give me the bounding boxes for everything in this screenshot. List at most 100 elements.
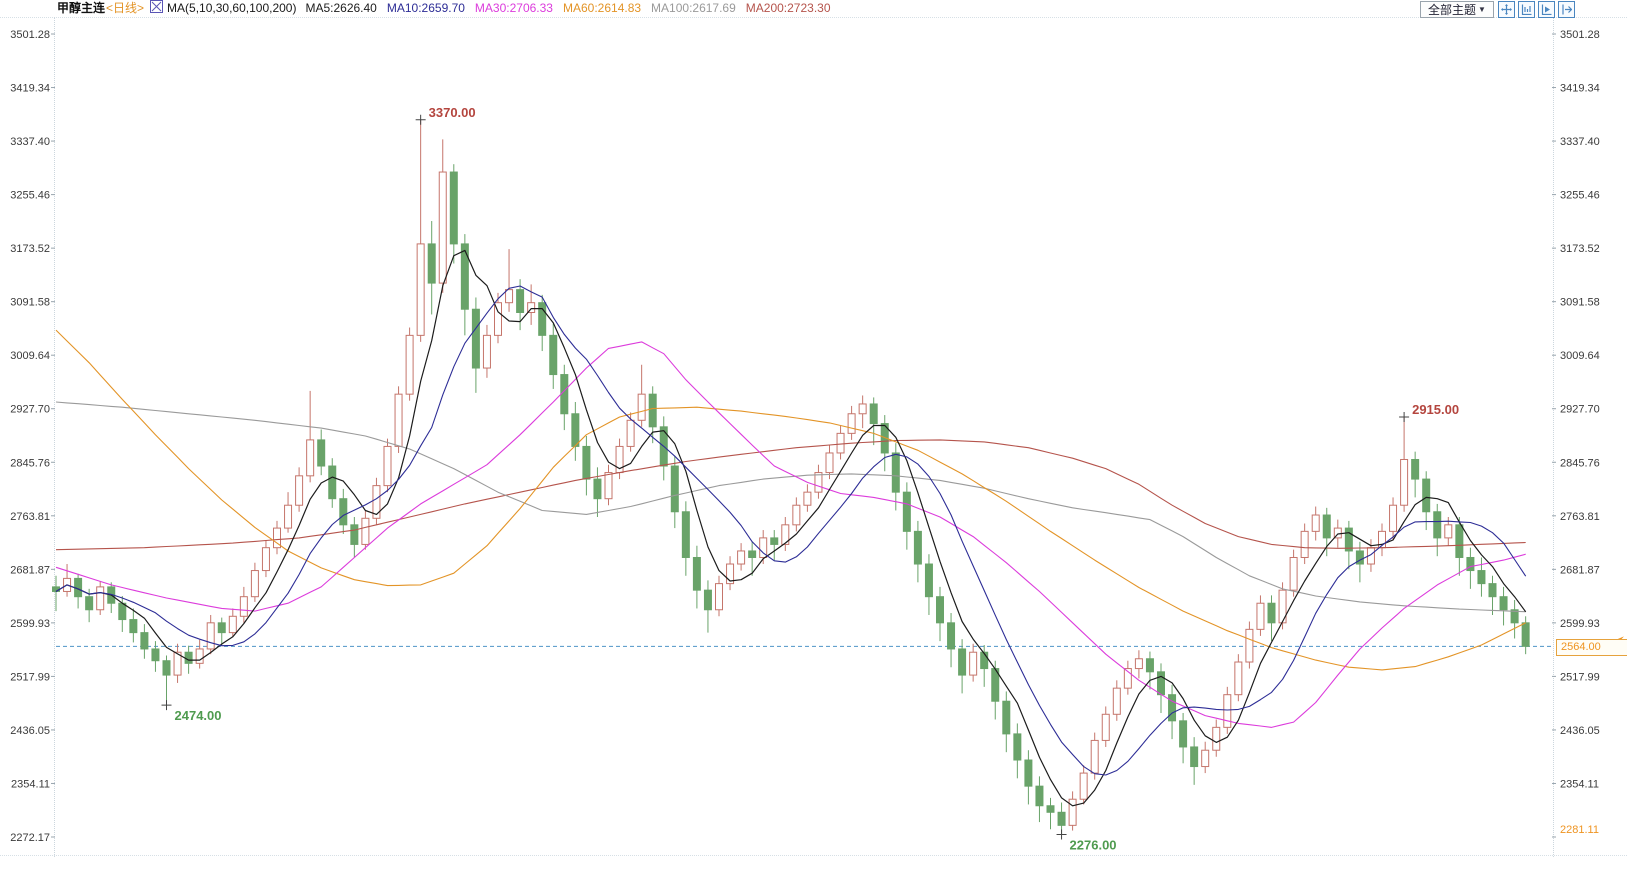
candle-body <box>726 563 735 585</box>
candle-body <box>803 491 812 506</box>
annotation-cross-icon <box>1399 412 1410 423</box>
candle-body <box>814 472 823 493</box>
candle-body <box>482 334 491 369</box>
move-crosshair-icon[interactable] <box>1498 1 1515 18</box>
y-axis-label-left: 3173.52 <box>10 243 50 255</box>
candle-body <box>339 498 348 526</box>
candle-body <box>1433 511 1442 539</box>
candle-body <box>527 302 536 313</box>
candle-body <box>239 596 248 617</box>
ma5-line <box>55 249 1527 807</box>
candle-body <box>184 651 193 664</box>
candle-body <box>1521 622 1530 647</box>
period-label: <日线> <box>106 1 145 15</box>
candle-body <box>273 527 281 549</box>
all-themes-button[interactable]: 全部主题 ▼ <box>1420 1 1494 18</box>
candle-body <box>781 524 790 545</box>
y-axis-label-left: 3009.64 <box>10 350 50 362</box>
axis-scale-icon[interactable] <box>1518 1 1535 18</box>
candle-body <box>383 445 392 487</box>
candle-body <box>1079 772 1088 800</box>
y-axis-label-left: 2681.87 <box>10 564 50 576</box>
annotation-low-label: 2474.00 <box>175 708 222 723</box>
candle-body <box>1024 759 1033 787</box>
candle-body <box>394 393 403 447</box>
candle-body <box>1101 713 1110 741</box>
candle-body <box>1134 658 1143 670</box>
ma30-line <box>55 341 1526 728</box>
candle-body <box>891 452 900 493</box>
candle-body <box>571 413 580 447</box>
ma10-value: MA10:2659.70 <box>386 1 465 15</box>
candle-body <box>52 586 60 592</box>
candle-body <box>770 537 779 545</box>
candle-body <box>1256 602 1265 630</box>
annotation-cross-icon <box>415 114 426 125</box>
y-axis-label-right: 2763.81 <box>1560 511 1600 523</box>
candle-body <box>1013 733 1022 761</box>
ma60-value: MA60:2614.83 <box>562 1 642 15</box>
candle-body <box>748 550 757 558</box>
candle-body <box>924 563 933 598</box>
y-axis-label-right: 2927.70 <box>1560 404 1600 416</box>
candle-body <box>1168 694 1177 722</box>
candle-body <box>1090 739 1099 774</box>
candle-body <box>681 511 690 558</box>
candle-body <box>438 171 447 284</box>
axis-play-icon[interactable] <box>1538 1 1555 18</box>
candle-body <box>737 550 746 565</box>
candle-body <box>129 619 138 634</box>
y-axis-label-left: 3091.58 <box>10 297 50 309</box>
candle-body <box>847 413 856 434</box>
candle-body <box>118 602 127 621</box>
candle-body <box>593 478 602 500</box>
candle-body <box>1400 458 1409 506</box>
candle-body <box>328 465 337 500</box>
candle-body <box>85 596 94 611</box>
ma5-value: MA5:2626.40 <box>305 1 377 15</box>
candle-body <box>1289 556 1298 591</box>
annotation-high-label: 2915.00 <box>1412 402 1459 417</box>
candle-body <box>1300 530 1309 558</box>
candle-body <box>1046 805 1055 813</box>
candlestick-type-icon[interactable] <box>150 0 164 17</box>
candle-body <box>1157 671 1165 696</box>
candle-body <box>460 243 469 310</box>
y-axis-label-right: 2845.76 <box>1560 457 1600 469</box>
candle-body <box>1355 550 1364 565</box>
y-axis-label-left: 2845.76 <box>10 457 50 469</box>
candle-body <box>505 289 514 304</box>
candle-body <box>1035 785 1044 807</box>
y-axis-label-left: 2599.93 <box>10 618 50 630</box>
header-divider <box>0 17 1627 18</box>
annotation-low-label: 2276.00 <box>1070 837 1117 852</box>
candle-body <box>880 423 889 454</box>
candle-body <box>958 648 967 676</box>
y-axis-label-right: 3173.52 <box>1560 243 1600 255</box>
candle-body <box>1145 658 1154 673</box>
candle-body <box>582 445 591 480</box>
candle-body <box>902 491 911 532</box>
candle-body <box>1422 478 1431 513</box>
candle-body <box>1455 524 1464 558</box>
candle-body <box>1245 628 1254 663</box>
y-axis-label-left: 3337.40 <box>10 136 50 148</box>
candle-body <box>1223 694 1232 728</box>
candle-body <box>350 524 359 545</box>
candle-body <box>1488 583 1497 598</box>
y-axis-label-right: 3419.34 <box>1560 83 1600 95</box>
candle-body <box>96 586 105 611</box>
candle-body <box>261 547 270 572</box>
y-axis-label-left: 2517.99 <box>10 671 50 683</box>
candle-body <box>869 403 878 425</box>
axis-export-icon[interactable] <box>1558 1 1575 18</box>
annotation-cross-icon <box>1056 829 1067 840</box>
candle-body <box>1068 798 1077 826</box>
y-axis-label-left: 2763.81 <box>10 511 50 523</box>
candle-body <box>151 648 160 662</box>
y-axis-label-right: 3255.46 <box>1560 190 1600 202</box>
dropdown-arrow-icon: ▼ <box>1478 4 1486 14</box>
candle-body <box>1344 527 1353 552</box>
